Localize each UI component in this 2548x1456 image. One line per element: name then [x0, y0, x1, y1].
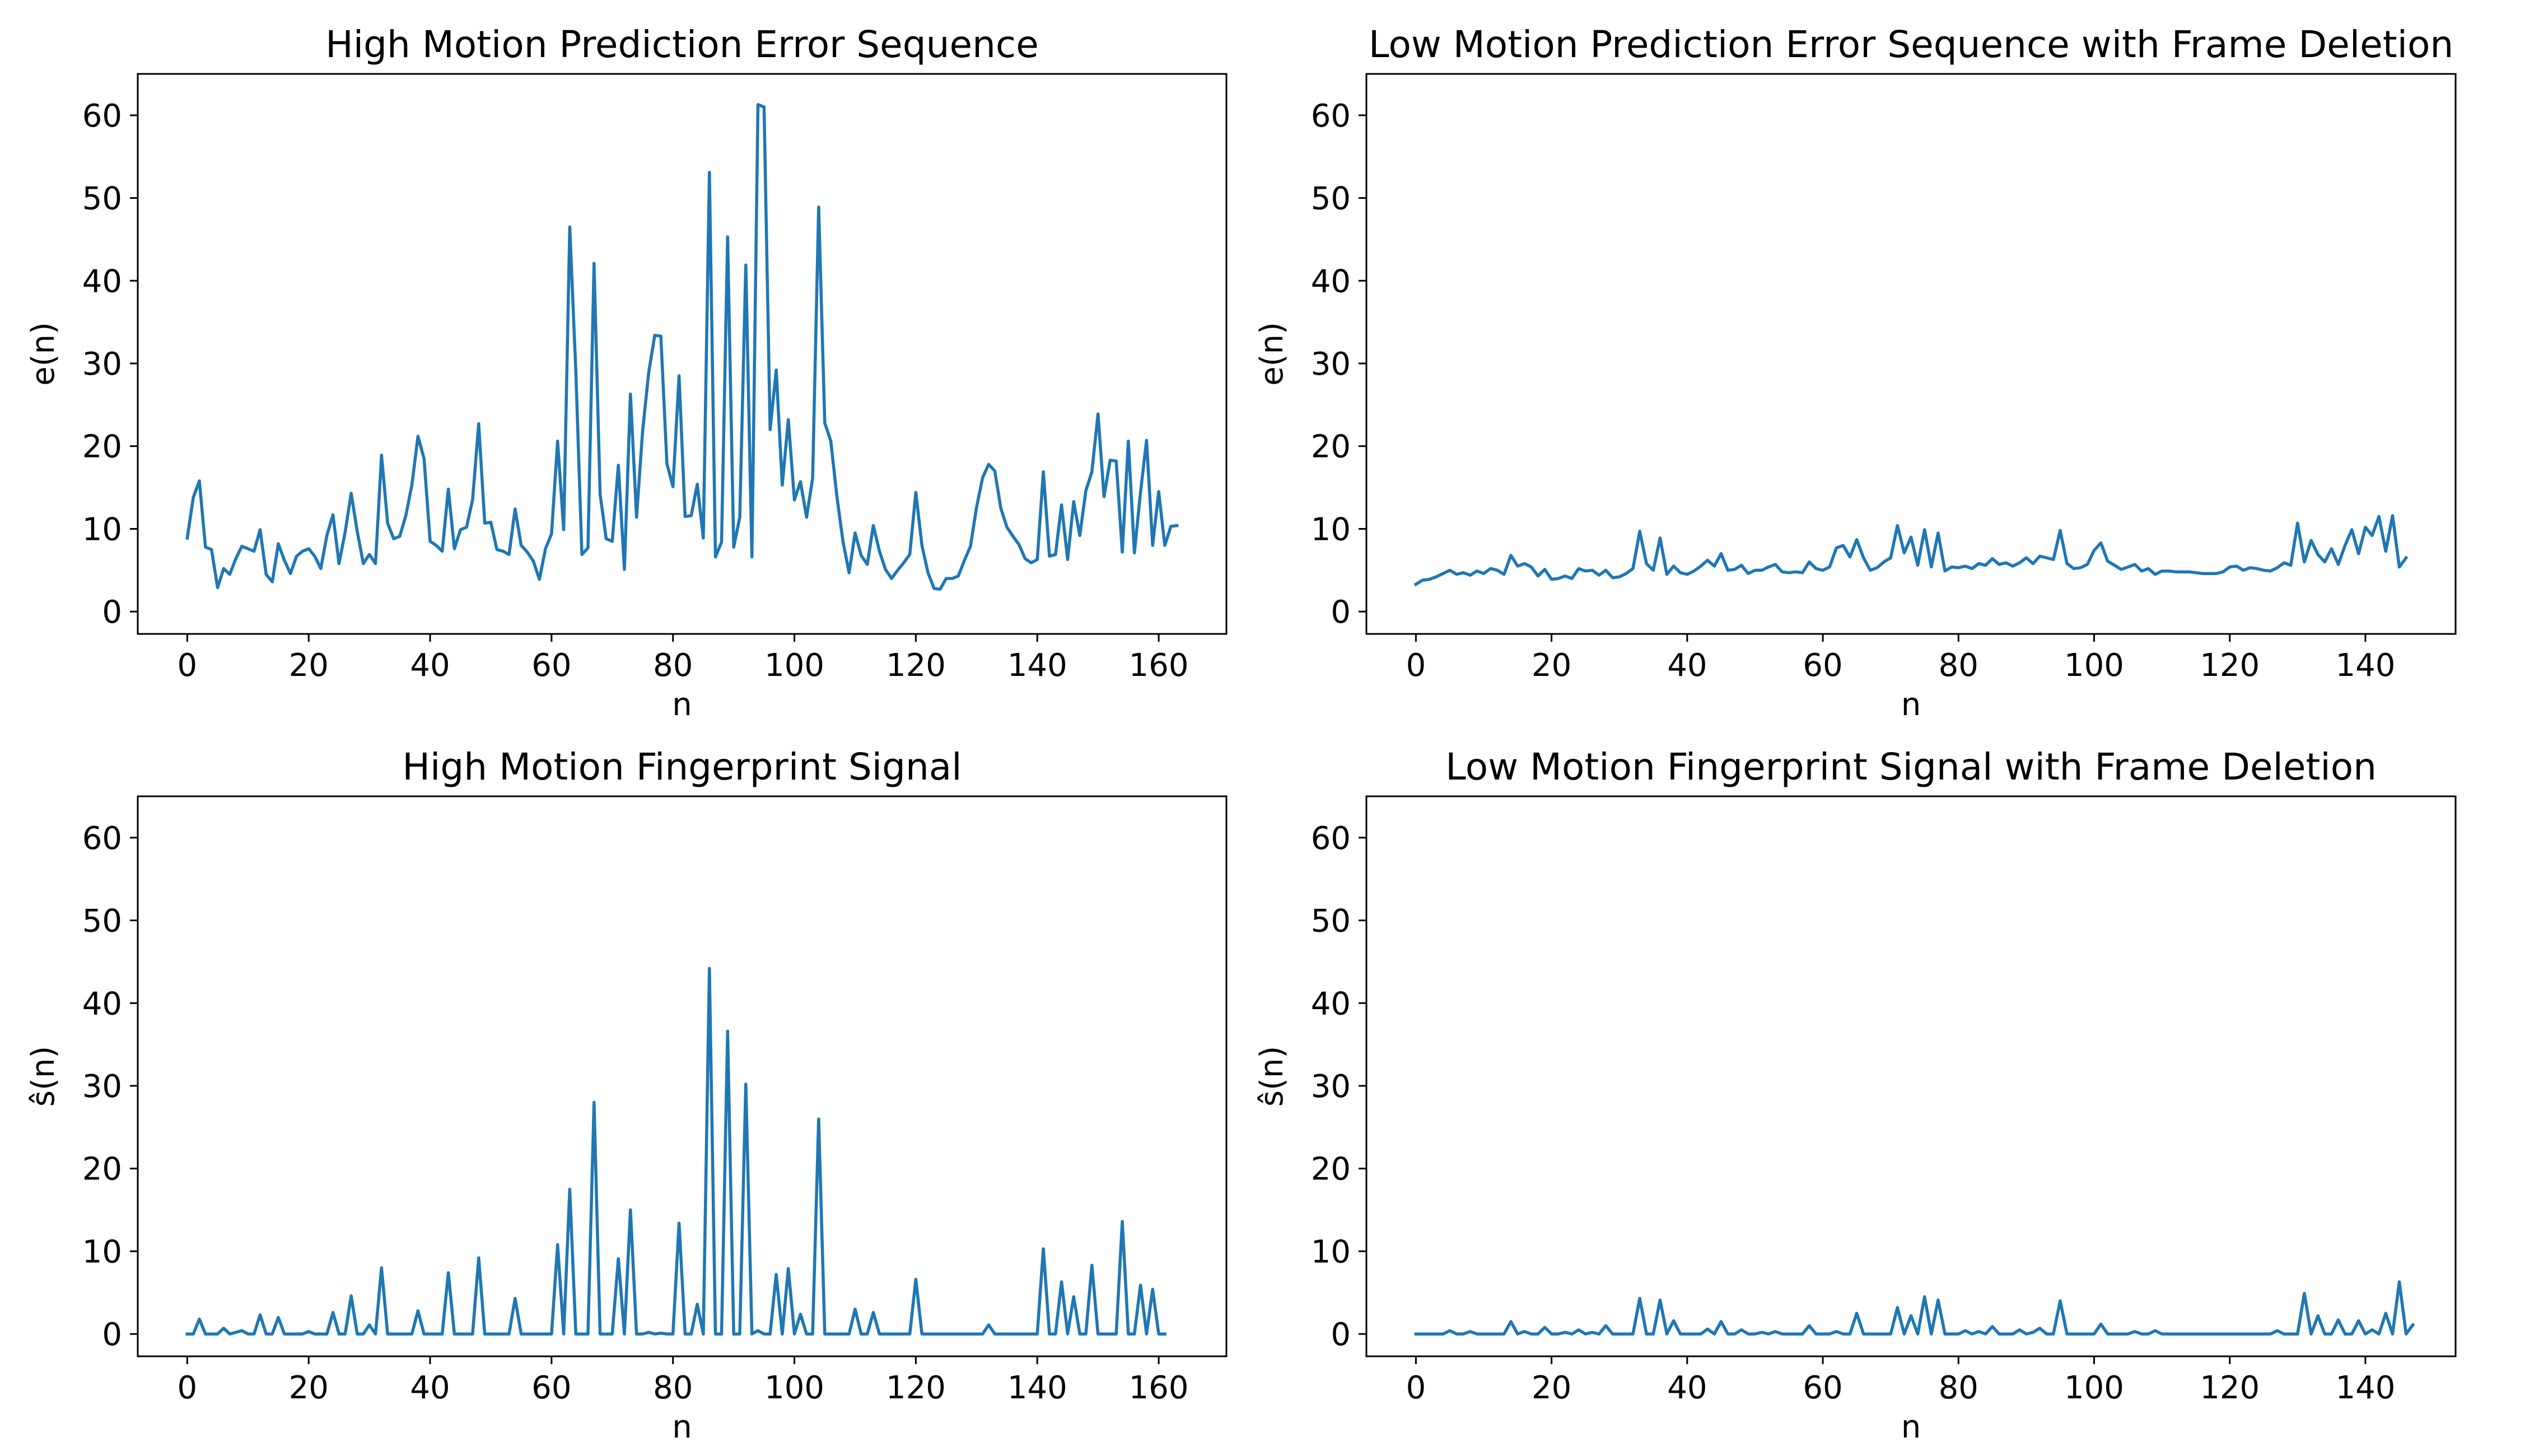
axes-frame [1365, 73, 2457, 635]
x-tick-label: 40 [410, 1370, 450, 1406]
x-tick-label: 60 [1803, 647, 1842, 684]
series-line [1413, 514, 2409, 587]
x-tick-label: 80 [653, 647, 693, 684]
x-tick-label: 100 [2064, 1370, 2124, 1406]
y-tick-label: 40 [82, 263, 122, 300]
x-tick-label: 20 [289, 647, 329, 684]
x-tick-label: 20 [1532, 1370, 1571, 1406]
x-tick-label: 120 [886, 1370, 946, 1406]
x-tick-label: 60 [1803, 1370, 1842, 1406]
y-tick-label: 50 [82, 903, 122, 940]
x-tick-label: 160 [1129, 1370, 1189, 1406]
x-axis-label: n [672, 687, 692, 723]
x-tick-label: 80 [653, 1370, 693, 1406]
y-tick-label: 10 [1311, 511, 1351, 548]
y-tick-label: 60 [1311, 98, 1351, 134]
y-tick-label: 0 [1331, 1317, 1351, 1353]
x-tick-label: 100 [764, 1370, 824, 1406]
y-axis-label: e(n) [25, 322, 62, 386]
x-tick-label: 60 [531, 647, 571, 684]
chart-title: High Motion Prediction Error Sequence [325, 23, 1039, 66]
chart-2: 0 20 40 60 80 100 120 140 0 10 20 30 40 50 60 Low Motio… [1254, 23, 2457, 723]
y-tick-label: 60 [1311, 820, 1351, 857]
y-tick-label: 30 [82, 346, 122, 382]
y-tick-label: 30 [1311, 1068, 1351, 1105]
chart-1: 0 20 40 60 80 100 120 140 160 0 10 20 30 40 50 60 High M… [25, 23, 1228, 723]
x-tick-label: 0 [1406, 647, 1426, 684]
x-tick-label: 20 [289, 1370, 329, 1406]
x-tick-label: 100 [2064, 647, 2124, 684]
x-tick-label: 140 [2335, 647, 2395, 684]
x-tick-label: 0 [178, 1370, 198, 1406]
x-tick-label: 40 [1667, 1370, 1707, 1406]
y-tick-label: 40 [1311, 263, 1351, 300]
y-tick-label: 20 [1311, 429, 1351, 465]
axes-frame [137, 795, 1228, 1357]
y-tick-label: 50 [1311, 903, 1351, 940]
x-axis-label: n [1901, 687, 1921, 723]
x-tick-label: 140 [1007, 1370, 1067, 1406]
x-tick-label: 120 [2200, 1370, 2260, 1406]
y-tick-label: 50 [1311, 181, 1351, 217]
x-tick-label: 120 [886, 647, 946, 684]
x-tick-label: 0 [178, 647, 198, 684]
y-tick-label: 60 [82, 98, 122, 134]
y-tick-label: 10 [82, 511, 122, 548]
y-tick-label: 30 [82, 1068, 122, 1105]
y-tick-label: 0 [102, 594, 122, 631]
axes-frame [137, 73, 1228, 635]
chart-title: High Motion Fingerprint Signal [402, 745, 962, 788]
y-axis-label: ŝ(n) [1254, 1046, 1290, 1107]
x-tick-label: 140 [1007, 647, 1067, 684]
y-tick-label: 10 [1311, 1234, 1351, 1270]
x-tick-label: 120 [2200, 647, 2260, 684]
chart-title: Low Motion Prediction Error Sequence wit… [1369, 23, 2453, 66]
y-tick-label: 20 [82, 429, 122, 465]
x-tick-label: 80 [1939, 647, 1978, 684]
axes-frame [1365, 795, 2457, 1357]
x-tick-label: 40 [410, 647, 450, 684]
y-tick-label: 0 [102, 1317, 122, 1353]
y-axis-label: e(n) [1254, 322, 1290, 386]
y-tick-label: 10 [82, 1234, 122, 1270]
y-tick-label: 50 [82, 181, 122, 217]
series-line [185, 967, 1166, 1336]
x-tick-label: 160 [1129, 647, 1189, 684]
series-line [1414, 1280, 2415, 1336]
y-tick-label: 60 [82, 820, 122, 857]
y-tick-label: 40 [1311, 986, 1351, 1022]
y-tick-label: 0 [1331, 594, 1351, 631]
x-tick-label: 100 [764, 647, 824, 684]
x-tick-label: 20 [1532, 647, 1571, 684]
y-tick-label: 40 [82, 986, 122, 1022]
y-tick-label: 20 [1311, 1151, 1351, 1188]
series-line [185, 102, 1179, 591]
x-axis-label: n [672, 1409, 692, 1445]
x-tick-label: 80 [1939, 1370, 1978, 1406]
x-axis-label: n [1901, 1409, 1921, 1445]
x-tick-label: 0 [1406, 1370, 1426, 1406]
chart-title: Low Motion Fingerprint Signal with Frame… [1445, 745, 2377, 788]
y-axis-label: ŝ(n) [25, 1046, 62, 1107]
x-tick-label: 60 [531, 1370, 571, 1406]
y-tick-label: 20 [82, 1151, 122, 1188]
x-tick-label: 40 [1667, 647, 1707, 684]
chart-4: 0 20 40 60 80 100 120 140 0 10 20 30 40 50 60 Low Motio… [1254, 745, 2457, 1445]
y-tick-label: 30 [1311, 346, 1351, 382]
chart-3: 0 20 40 60 80 100 120 140 160 0 10 20 30 40 50 60 High M… [25, 745, 1228, 1445]
x-tick-label: 140 [2335, 1370, 2395, 1406]
